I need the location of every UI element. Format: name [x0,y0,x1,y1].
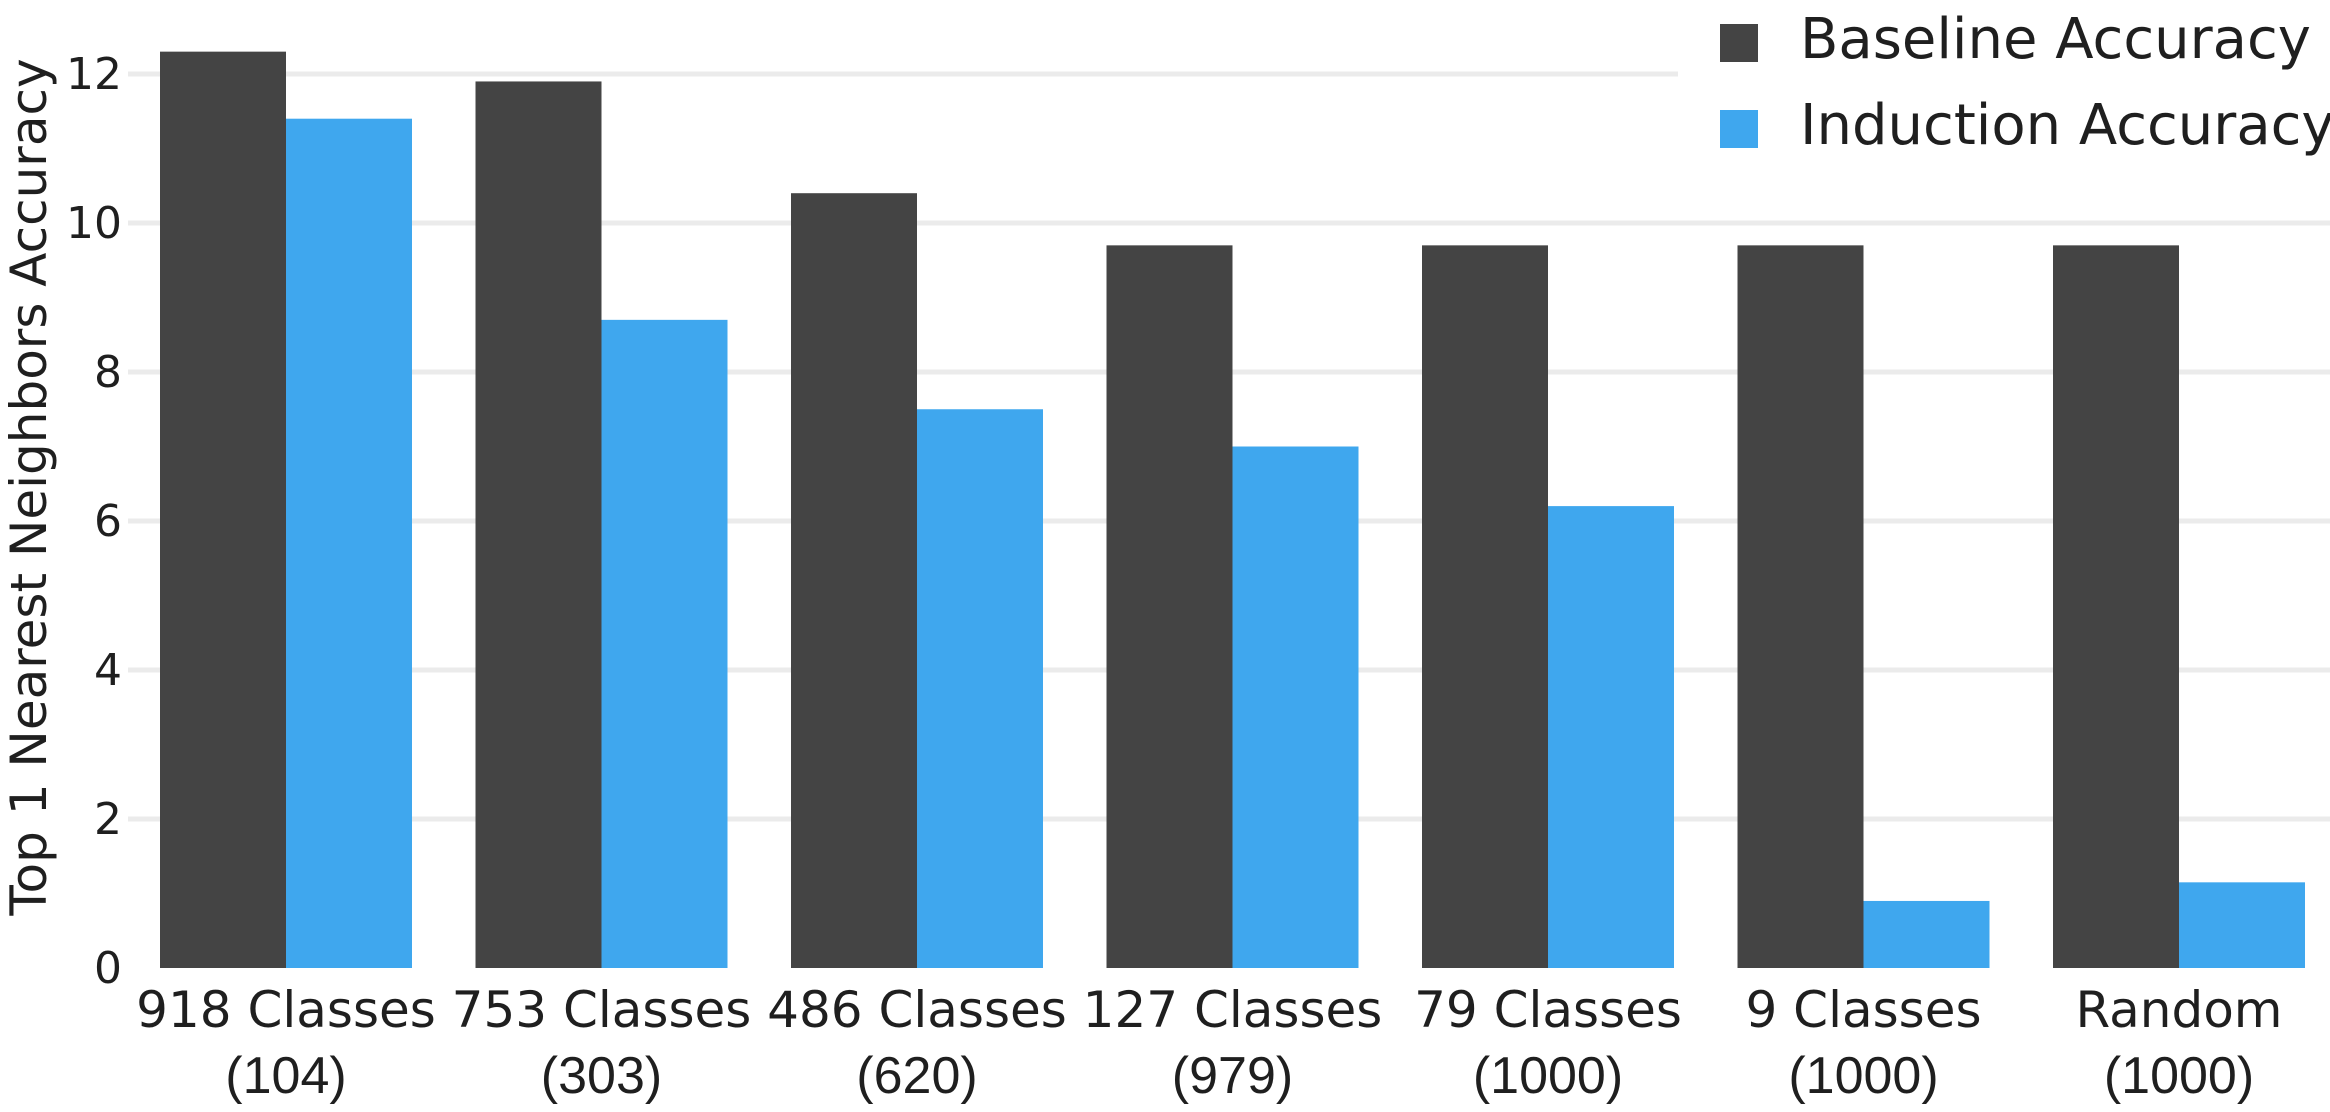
x-tick-label: 753 Classes [452,981,752,1039]
x-tick-label: Random [2075,981,2282,1039]
x-tick-sublabel: (1000) [2104,1047,2254,1105]
y-tick-label: 8 [94,347,122,398]
legend: Baseline Accuracy Induction Accuracy [1720,7,2330,158]
y-axis-label: Top 1 Nearest Neighbors Accuracy [0,58,58,916]
legend-swatch [1720,110,1758,148]
bar-induction-accuracy [1232,446,1359,968]
bar-baseline-accuracy [475,81,602,968]
y-tick-label: 2 [94,794,122,845]
y-tick-label: 10 [66,198,122,249]
x-tick-sublabel: (303) [541,1047,662,1105]
x-axis-ticks: 918 Classes (104) 753 Classes (303) 486 Clas… [136,981,2282,1105]
bar-baseline-accuracy [1422,245,1548,969]
y-tick-label: 12 [66,49,122,100]
bar-baseline-accuracy [1737,245,1864,969]
x-tick-label: 918 Classes [136,981,436,1039]
bar-induction-accuracy [286,118,412,968]
bar-baseline-accuracy [1106,245,1233,969]
x-tick-sublabel: (1000) [1788,1047,1938,1105]
bar-baseline-accuracy [160,51,286,968]
x-tick-label: 9 Classes [1745,981,1981,1039]
x-tick-sublabel: (979) [1172,1047,1293,1105]
bars [160,51,2305,969]
bar-baseline-accuracy [791,193,917,968]
bar-induction-accuracy [1863,900,1990,968]
x-tick-label: 127 Classes [1083,981,1383,1039]
bar-induction-accuracy [601,319,728,969]
bar-induction-accuracy [1548,506,1674,968]
bar-baseline-accuracy [2053,245,2179,969]
x-tick-label: 486 Classes [767,981,1067,1039]
legend-swatch [1720,24,1758,62]
x-tick-label: 79 Classes [1414,981,1682,1039]
bar-induction-accuracy [2179,882,2305,968]
y-tick-label: 6 [94,496,122,547]
legend-label: Baseline Accuracy [1800,7,2311,72]
y-tick-label: 0 [94,943,122,994]
legend-label: Induction Accuracy [1800,93,2330,158]
x-tick-sublabel: (620) [856,1047,977,1105]
y-axis-ticks: 0 2 4 6 8 10 12 [66,49,122,994]
y-tick-label: 4 [94,645,122,696]
bar-induction-accuracy [917,409,1043,968]
x-tick-sublabel: (1000) [1473,1047,1623,1105]
x-tick-sublabel: (104) [225,1047,346,1105]
